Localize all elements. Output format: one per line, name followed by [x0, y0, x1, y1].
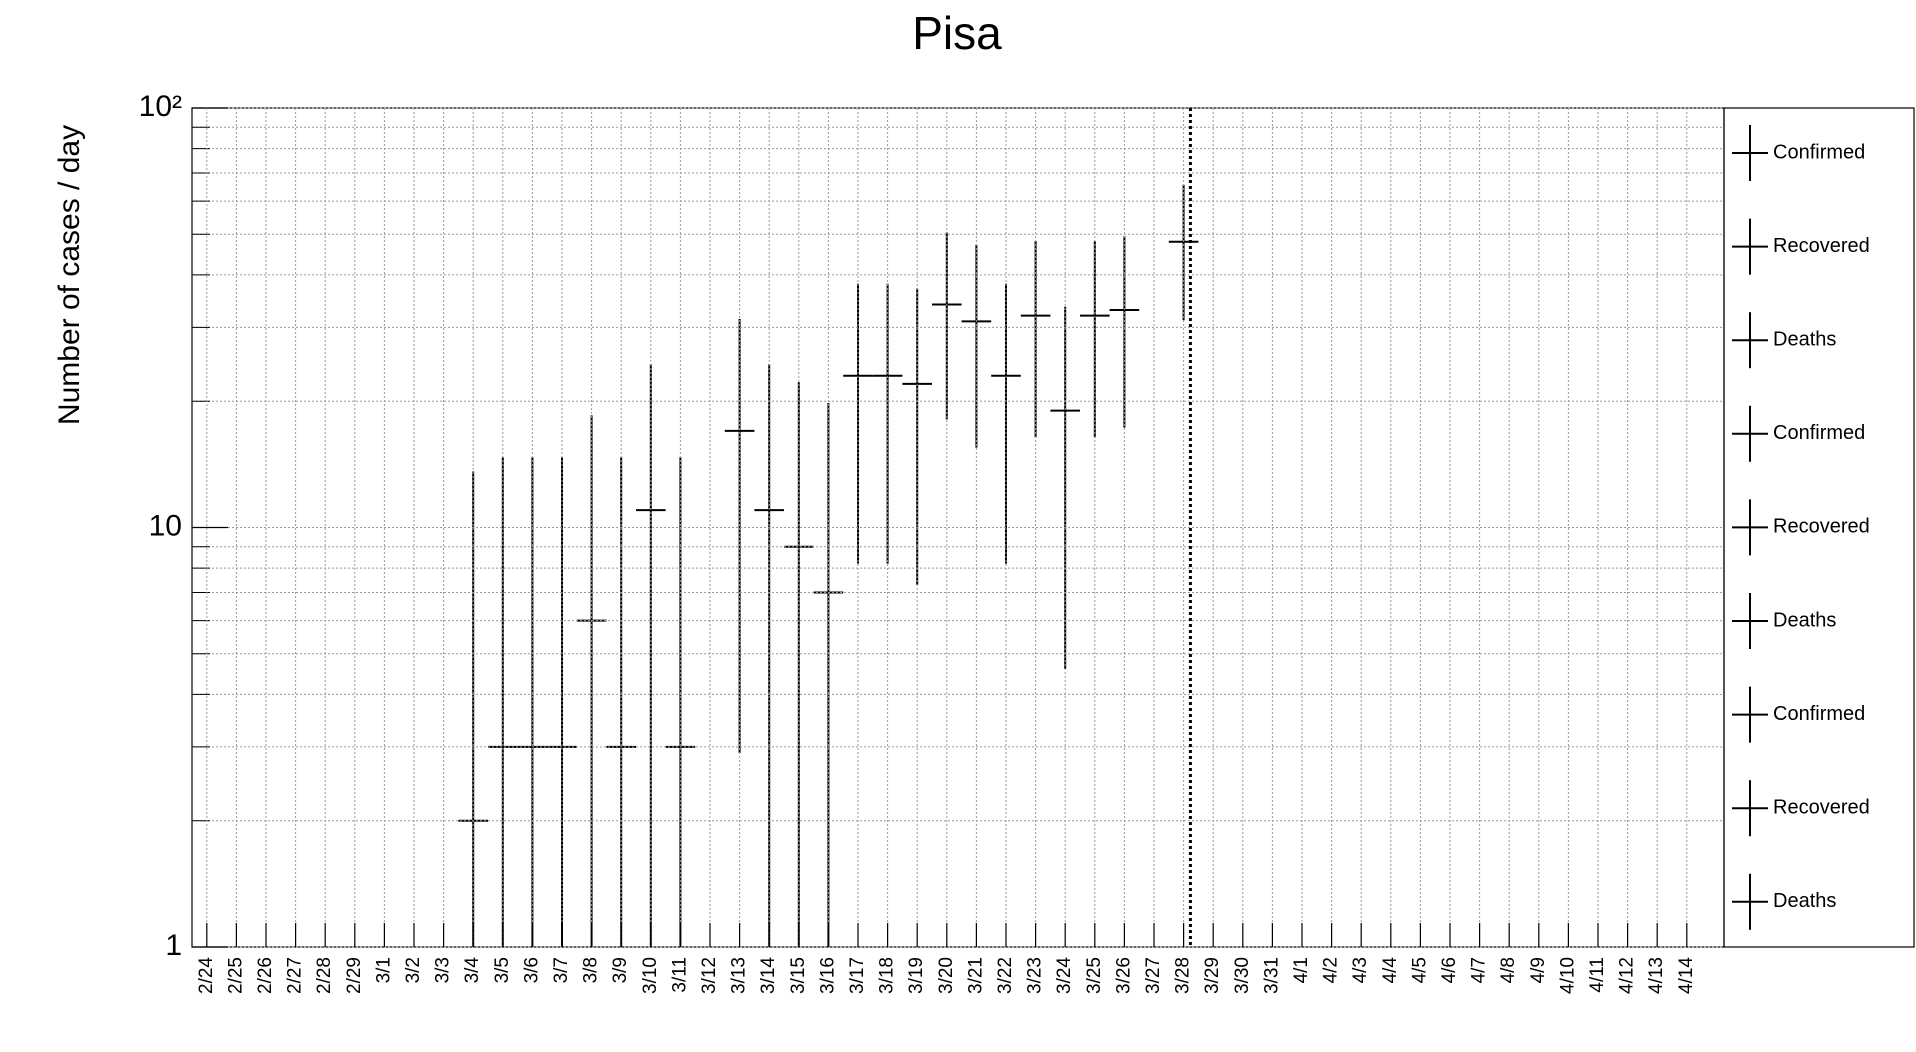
- x-tick-label: 4/6: [1439, 957, 1460, 983]
- x-tick-label: 3/28: [1173, 957, 1194, 994]
- x-tick-label: 3/7: [551, 957, 572, 983]
- x-tick-label: 4/10: [1557, 957, 1578, 994]
- x-tick-label: 3/31: [1261, 957, 1282, 994]
- x-tick-label: 3/1: [373, 957, 394, 983]
- legend-label: Deaths: [1773, 609, 1836, 631]
- x-tick-label: 3/9: [610, 957, 631, 983]
- x-tick-label: 4/3: [1350, 957, 1371, 983]
- x-tick-label: 4/9: [1528, 957, 1549, 983]
- legend-box: [1723, 107, 1915, 948]
- x-tick-label: 4/7: [1469, 957, 1490, 983]
- legend-label: Deaths: [1773, 328, 1836, 350]
- legend-label: Recovered: [1773, 516, 1870, 538]
- x-tick-label: 2/24: [196, 957, 217, 994]
- x-tick-label: 4/1: [1291, 957, 1312, 983]
- y-axis-title: Number of cases / day: [53, 125, 86, 425]
- x-tick-label: 4/8: [1498, 957, 1519, 983]
- x-tick-label: 3/27: [1143, 957, 1164, 994]
- x-tick-label: 4/5: [1409, 957, 1430, 983]
- x-tick-label: 3/18: [877, 957, 898, 994]
- x-tick-label: 3/26: [1113, 957, 1134, 994]
- x-tick-label: 3/16: [817, 957, 838, 994]
- x-tick-label: 3/24: [1054, 957, 1075, 994]
- y-tick-label: 10²: [139, 90, 182, 123]
- x-tick-label: 3/3: [433, 957, 454, 983]
- x-tick-label: 3/29: [1202, 957, 1223, 994]
- legend-label: Confirmed: [1773, 422, 1865, 444]
- x-tick-label: 3/20: [936, 957, 957, 994]
- legend-label: Confirmed: [1773, 141, 1865, 163]
- legend-label: Recovered: [1773, 796, 1870, 818]
- x-tick-label: 3/5: [492, 957, 513, 983]
- x-tick-label: 3/14: [758, 957, 779, 994]
- x-tick-label: 2/25: [225, 957, 246, 994]
- x-tick-label: 3/15: [788, 957, 809, 994]
- x-tick-label: 4/12: [1617, 957, 1638, 994]
- x-tick-label: 4/11: [1587, 957, 1608, 993]
- x-tick-label: 2/26: [255, 957, 276, 994]
- x-tick-label: 3/4: [462, 957, 483, 984]
- x-tick-label: 2/28: [314, 957, 335, 994]
- x-tick-label: 3/22: [995, 957, 1016, 994]
- y-tick-label: 1: [165, 929, 182, 962]
- y-tick-label: 10: [149, 509, 182, 542]
- x-tick-label: 4/14: [1676, 957, 1697, 994]
- x-tick-label: 3/25: [1084, 957, 1105, 994]
- x-tick-label: 4/13: [1646, 957, 1667, 994]
- x-tick-label: 3/19: [906, 957, 927, 994]
- x-tick-label: 3/13: [729, 957, 750, 994]
- x-tick-label: 2/29: [344, 957, 365, 994]
- x-tick-label: 2/27: [285, 957, 306, 994]
- x-tick-label: 4/4: [1380, 957, 1401, 984]
- x-tick-label: 3/21: [965, 957, 986, 994]
- x-tick-label: 3/6: [521, 957, 542, 983]
- x-tick-label: 3/2: [403, 957, 424, 983]
- x-tick-label: 3/11: [669, 957, 690, 993]
- x-tick-label: 3/23: [1025, 957, 1046, 994]
- legend-label: Deaths: [1773, 890, 1836, 912]
- x-tick-label: 3/10: [640, 957, 661, 994]
- legend-label: Recovered: [1773, 235, 1870, 257]
- x-tick-label: 3/8: [581, 957, 602, 983]
- x-tick-label: 4/2: [1321, 957, 1342, 983]
- x-tick-label: 3/17: [847, 957, 868, 994]
- x-tick-label: 3/12: [699, 957, 720, 994]
- x-tick-label: 3/30: [1232, 957, 1253, 994]
- legend-label: Confirmed: [1773, 703, 1865, 725]
- chart-title: Pisa: [912, 7, 1002, 59]
